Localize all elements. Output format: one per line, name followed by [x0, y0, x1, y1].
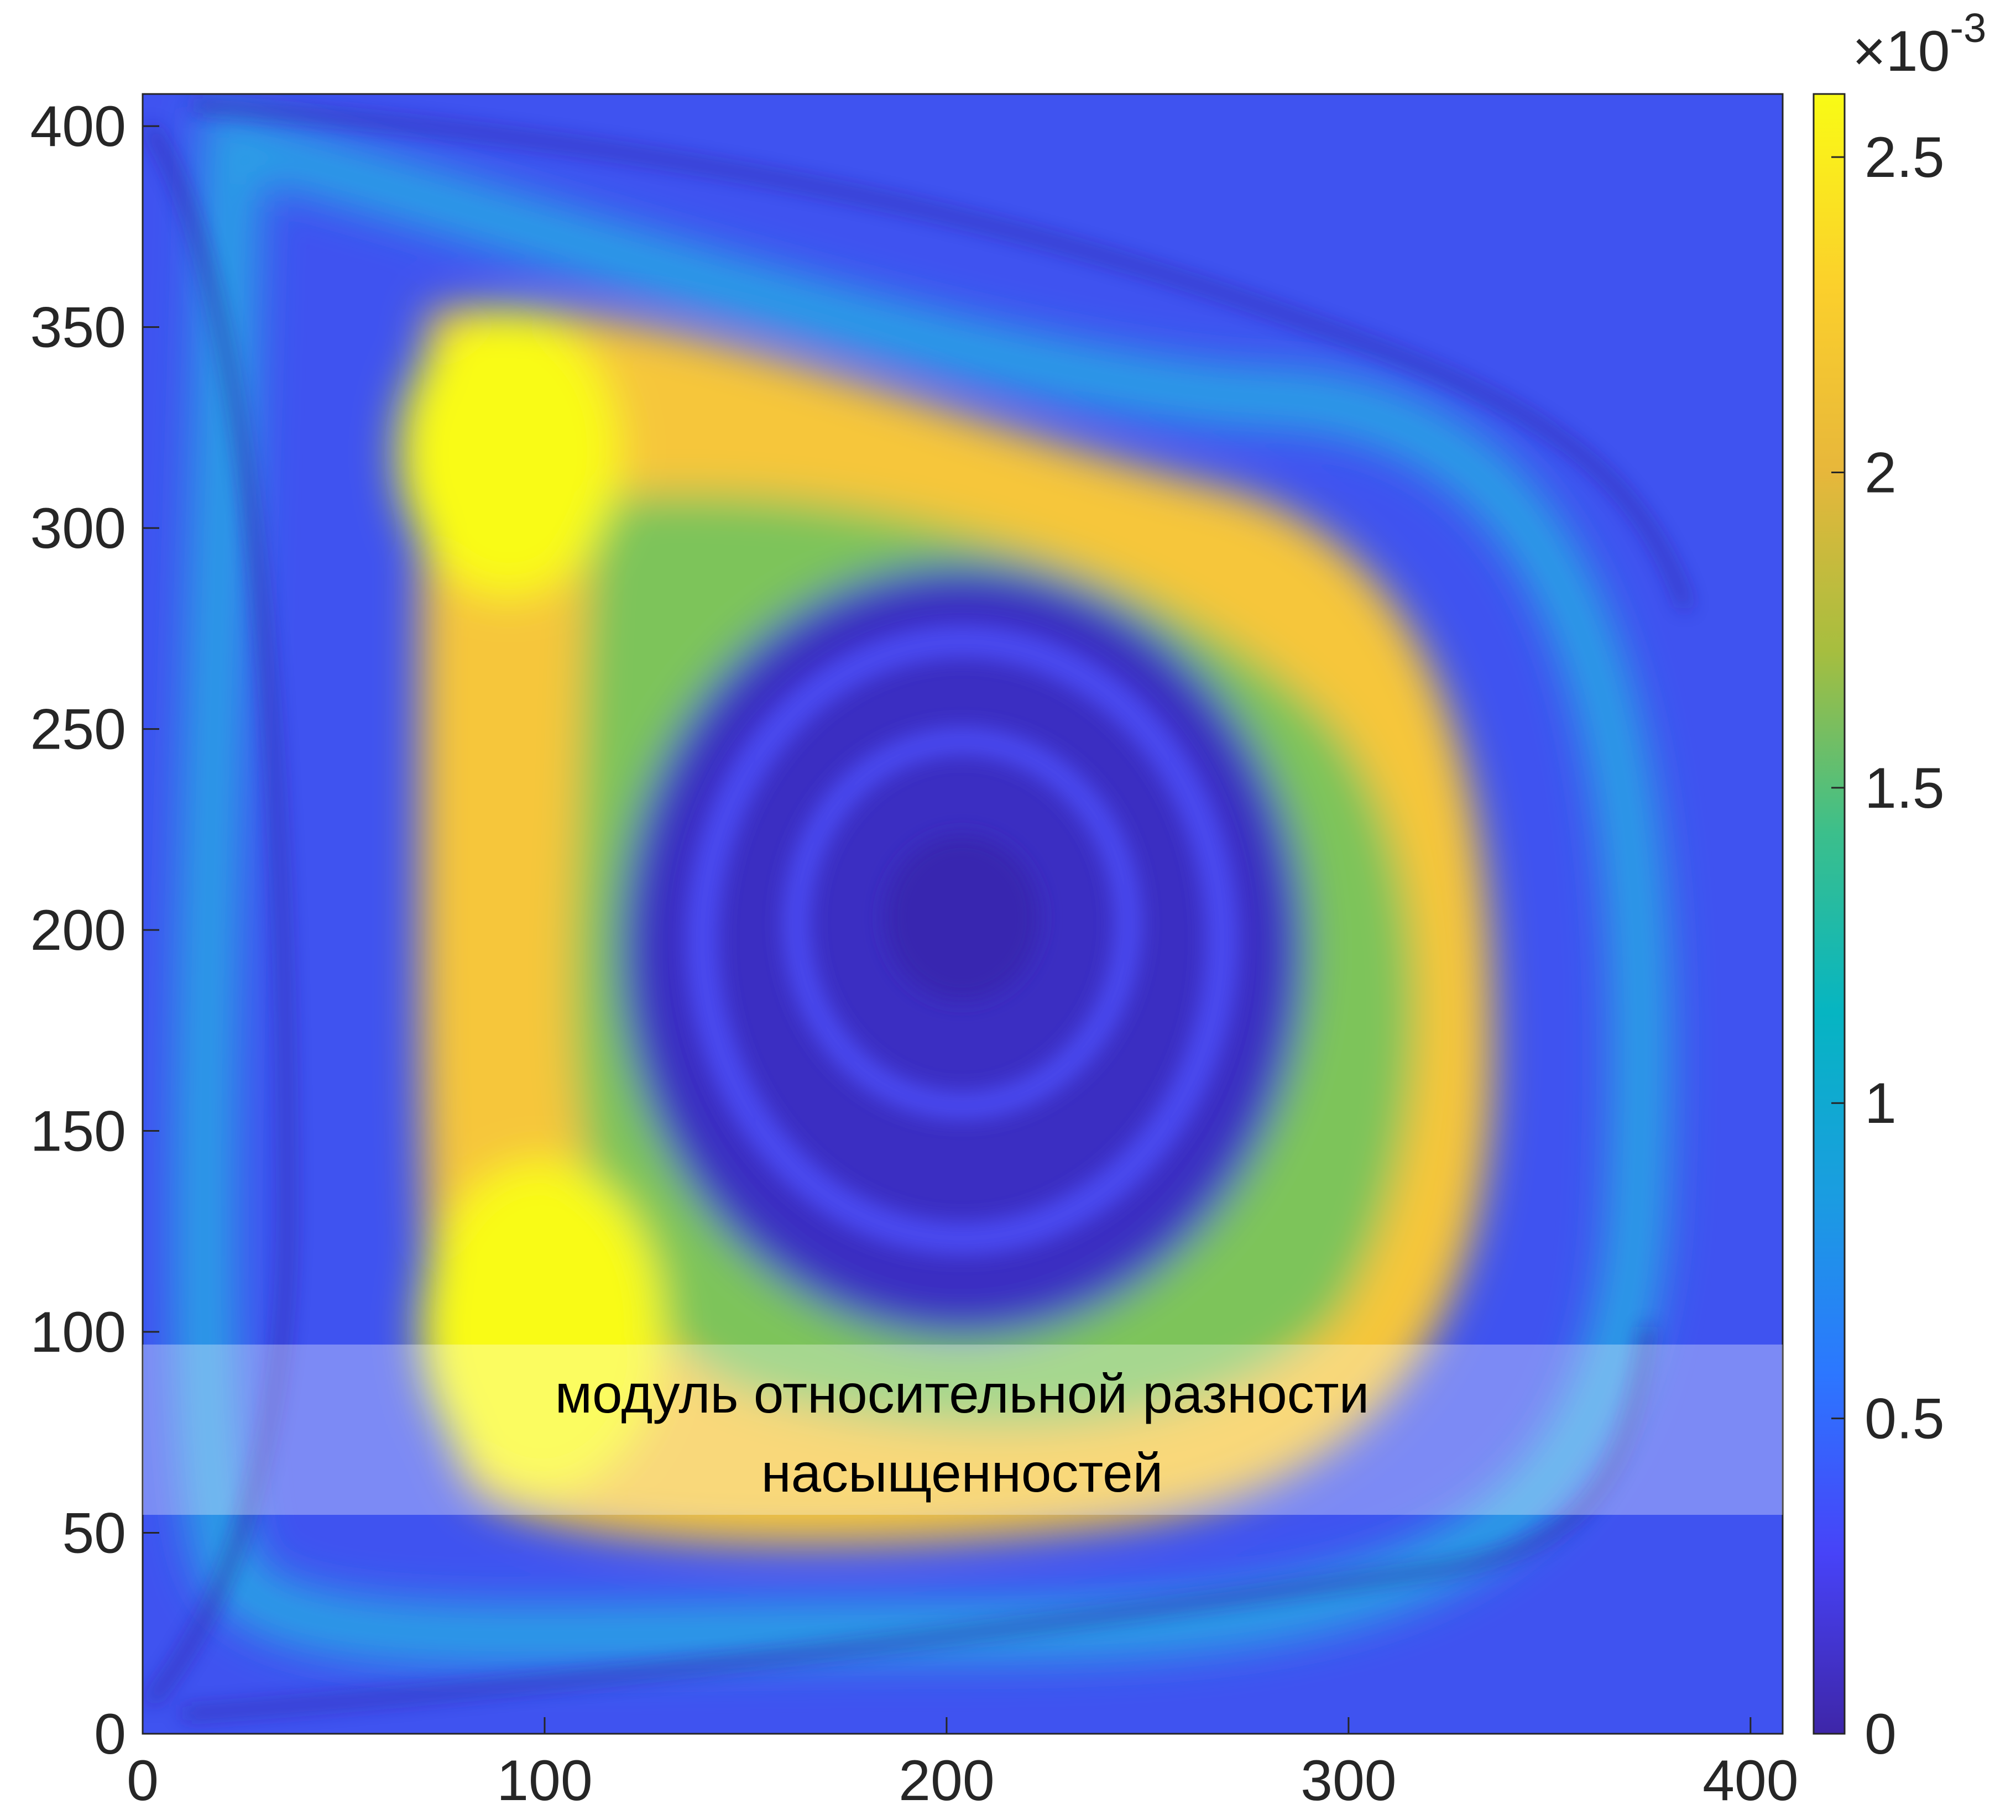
y-axis: 0 50 100 150 200 250 300 350 400	[30, 95, 159, 1766]
x-tick-label: 200	[899, 1749, 995, 1813]
heatmap-yellow-patch-lower	[420, 1161, 664, 1493]
heatmap-streak-bottom	[182, 1326, 1652, 1718]
heatmap-yellow-patch-upper	[398, 310, 619, 597]
annotation-band	[143, 1345, 1783, 1515]
plot-area-frame	[142, 93, 1784, 1735]
x-tick-label: 0	[127, 1749, 159, 1813]
colorbar-tick-label: 2	[1864, 441, 1897, 505]
colorbar-tick-label: 0.5	[1864, 1387, 1945, 1451]
heatmap-center-ring-2	[782, 727, 1142, 1120]
annotation-line-1: модуль относительной разности	[555, 1363, 1370, 1424]
colorbar-tick-label: 1.5	[1864, 756, 1945, 820]
heatmap-center-ring-1	[686, 625, 1239, 1255]
colorbar	[1813, 93, 1846, 1735]
heatmap-streak-left	[146, 125, 292, 1706]
x-axis: 0 100 200 300 400	[127, 1717, 1799, 1813]
colorbar-exponent-label: ×10-3	[1852, 5, 1986, 83]
y-tick-label: 250	[30, 698, 126, 762]
y-tick-label: 350	[30, 296, 126, 360]
colorbar-tick-label: 1	[1864, 1071, 1897, 1136]
y-tick-label: 50	[62, 1502, 126, 1566]
y-tick-label: 100	[30, 1300, 126, 1364]
heatmap	[143, 94, 1783, 1734]
colorbar-tick-label: 2.5	[1864, 125, 1945, 190]
heatmap-outer-halo	[174, 105, 1672, 1666]
y-tick-label: 400	[30, 95, 126, 159]
colorbar-axis: 0 0.5 1 1.5 2 2.5	[1831, 125, 1945, 1766]
colorbar-tick-label: 0	[1864, 1702, 1897, 1766]
heatmap-center-core	[885, 835, 1040, 1001]
y-tick-label: 0	[94, 1702, 126, 1766]
y-tick-label: 200	[30, 898, 126, 963]
colorbar-exponent-base: ×10	[1852, 19, 1950, 83]
heatmap-streak-top	[193, 101, 1690, 610]
x-tick-label: 400	[1702, 1749, 1799, 1813]
y-tick-label: 300	[30, 496, 126, 561]
y-tick-label: 150	[30, 1100, 126, 1164]
colorbar-exponent-power: -3	[1950, 5, 1986, 51]
x-tick-label: 300	[1301, 1749, 1397, 1813]
x-tick-label: 100	[497, 1749, 593, 1813]
annotation-line-2: насыщенностей	[761, 1442, 1163, 1503]
